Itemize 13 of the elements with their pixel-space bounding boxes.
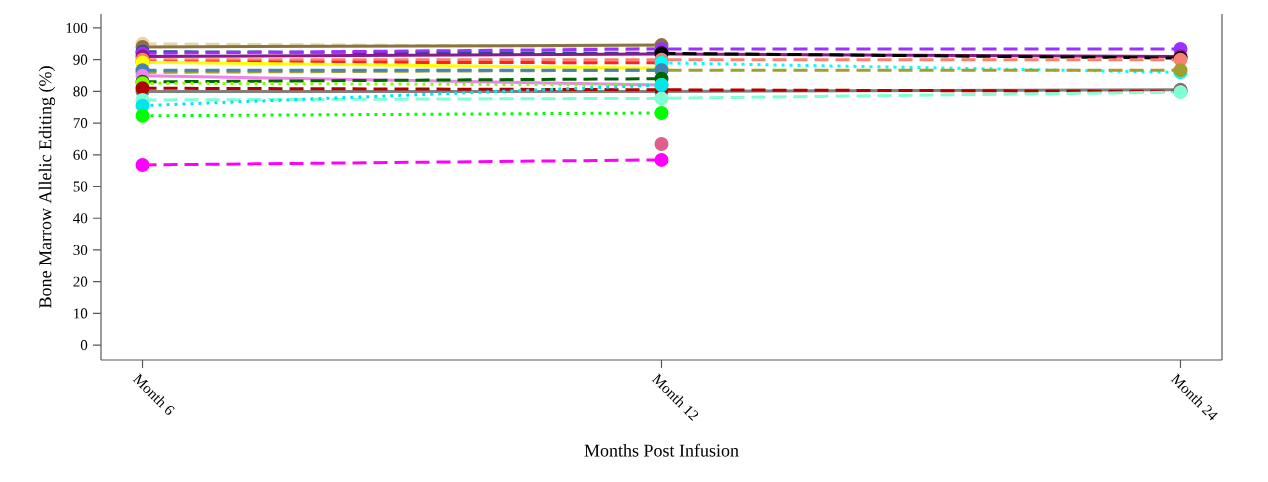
y-tick-label: 100 [66, 22, 88, 34]
y-tick-label: 80 [73, 86, 88, 97]
y-tick-label: 0 [80, 340, 88, 351]
y-tick-label: 50 [73, 181, 88, 192]
y-tick-label: 20 [73, 276, 88, 287]
y-tick-label: 60 [73, 149, 88, 160]
y-axis-title: Bone Marrow Allelic Editing (%) [38, 66, 56, 308]
y-tick-label: 70 [73, 118, 88, 129]
y-tick-label: 30 [73, 244, 88, 256]
y-tick-label: 10 [74, 308, 88, 319]
y-tick-label: 90 [73, 54, 88, 65]
y-tick-label: 40 [73, 213, 88, 224]
x-axis-title: Months Post Infusion [584, 443, 739, 457]
